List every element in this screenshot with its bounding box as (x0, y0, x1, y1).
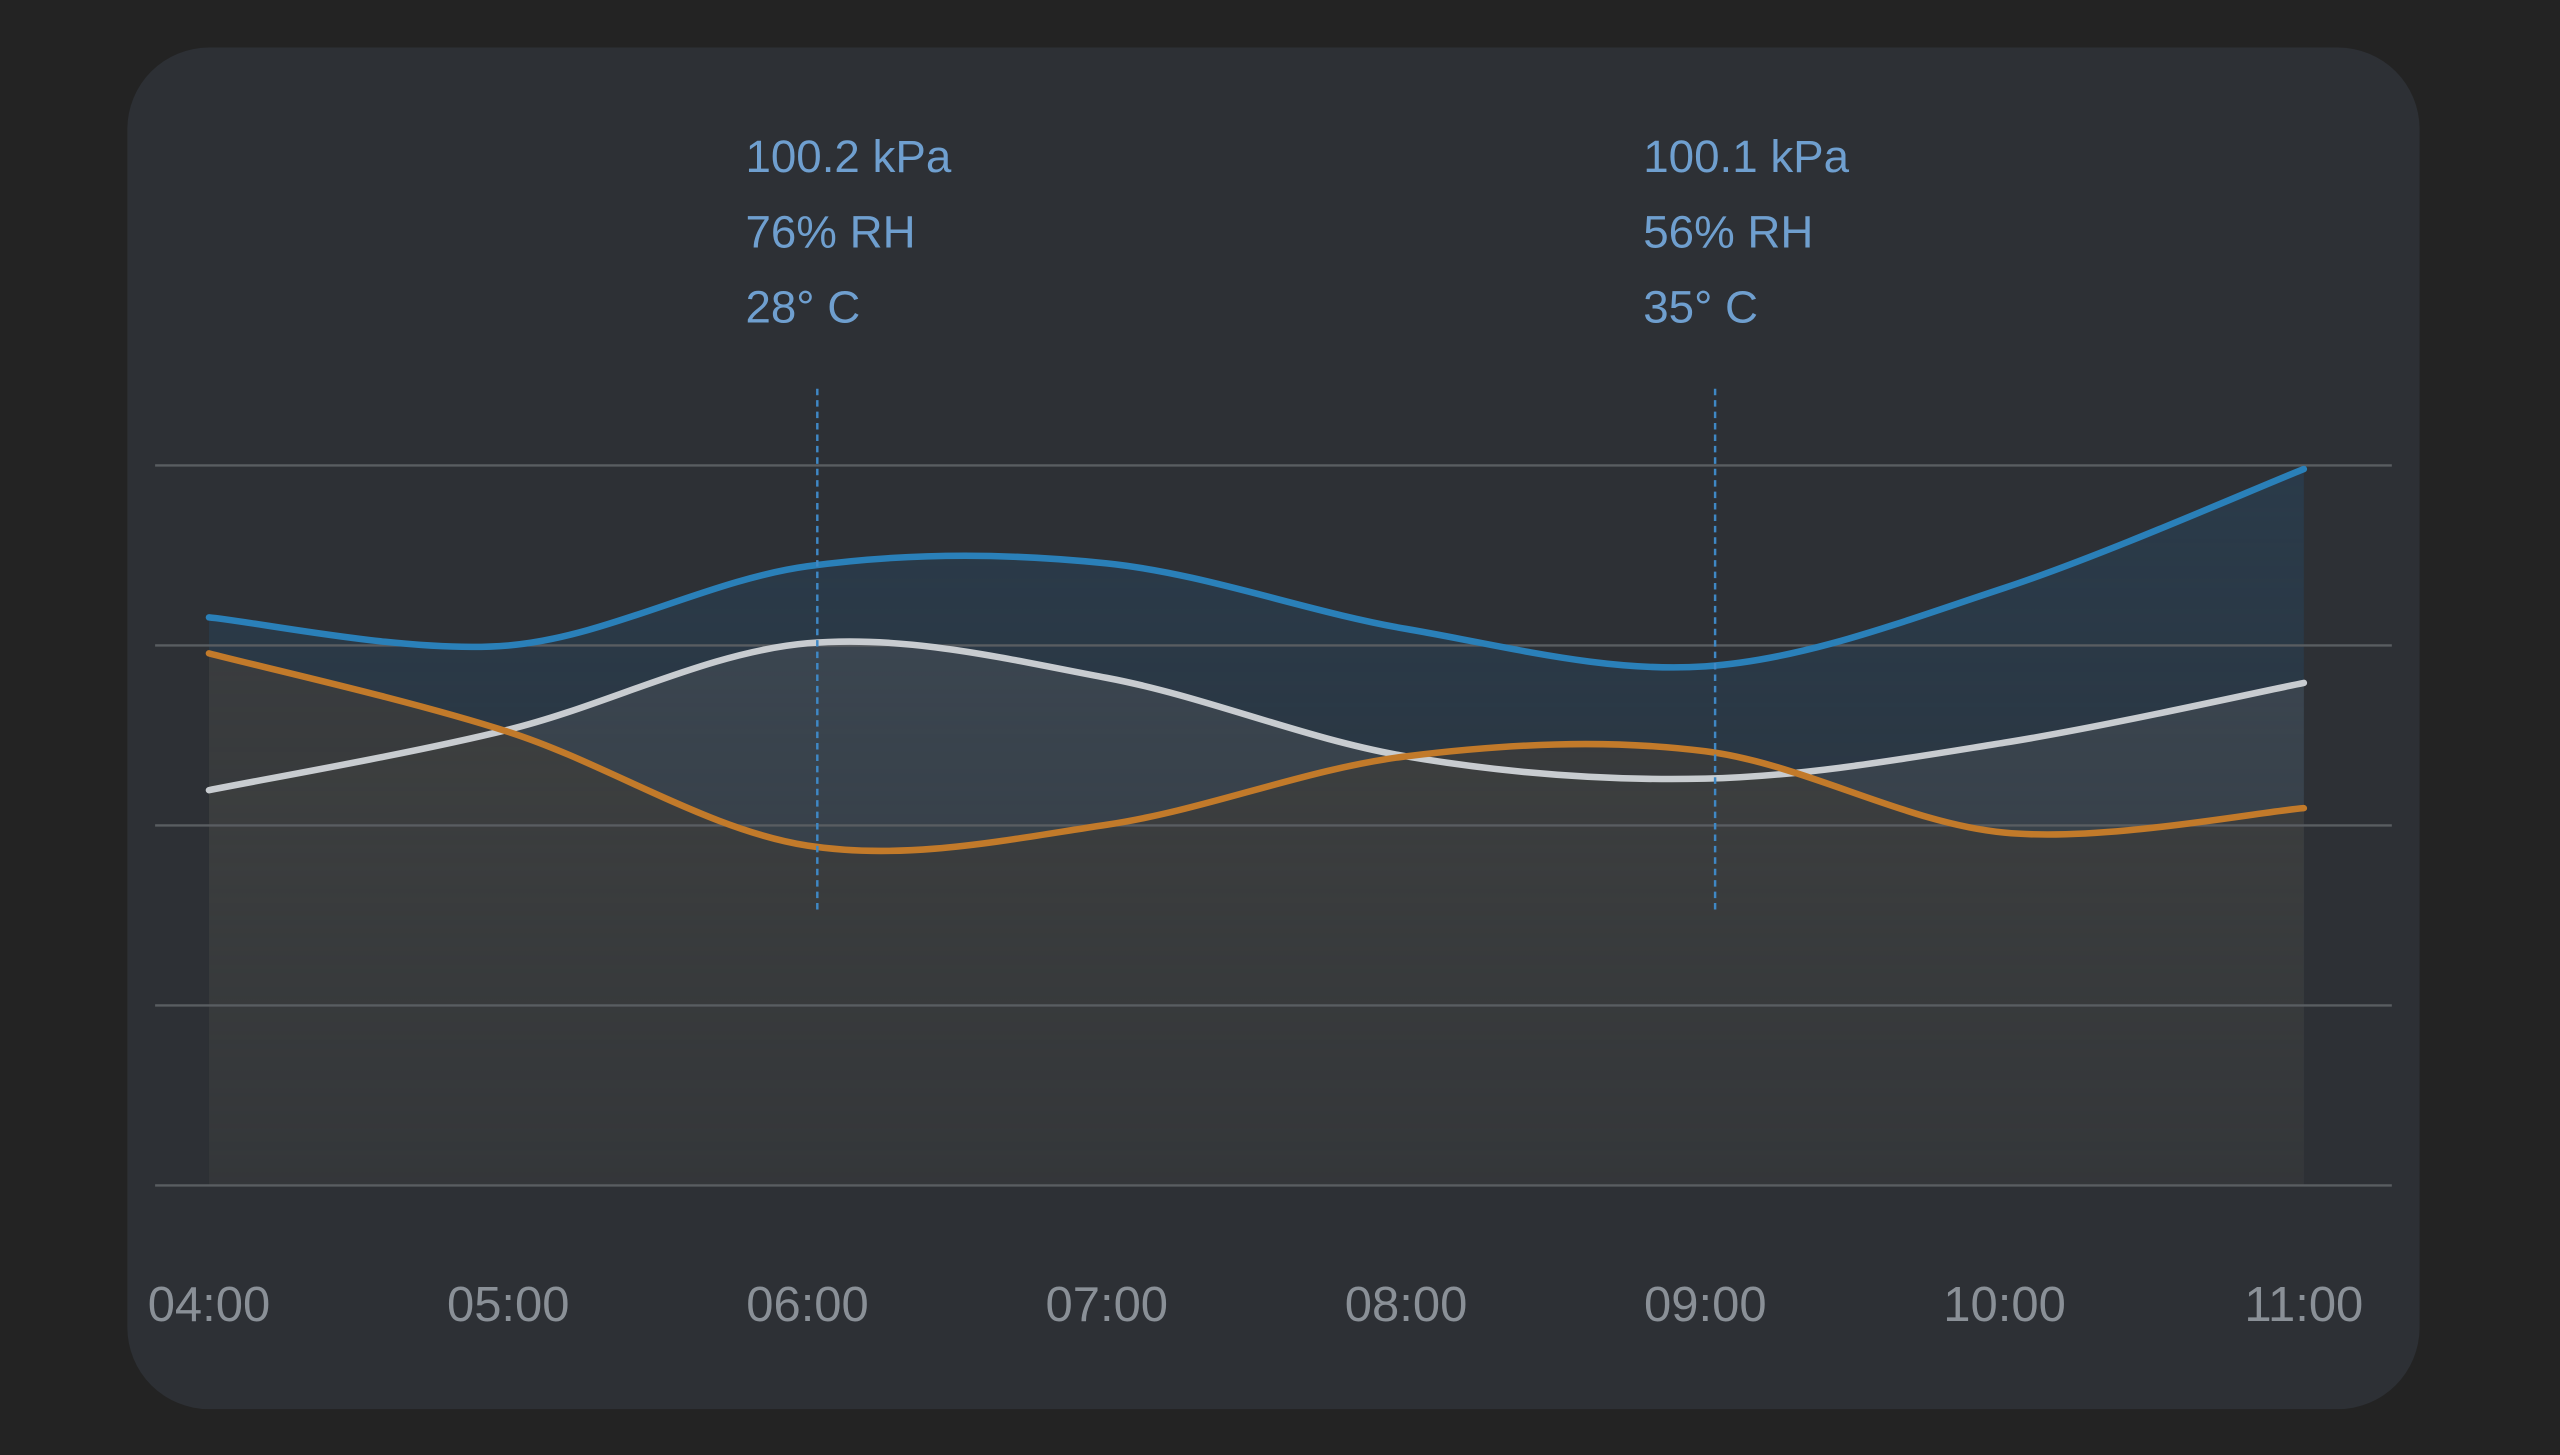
annotation-text: 35° C (1643, 281, 1758, 332)
x-tick-label: 06:00 (746, 1278, 869, 1332)
annotation-text: 28° C (745, 281, 860, 332)
x-tick-label: 10:00 (1943, 1278, 2066, 1332)
lines (205, 388, 2308, 912)
x-tick-label: 05:00 (447, 1278, 570, 1332)
x-tick-label: 09:00 (1644, 1278, 1767, 1332)
x-tick-label: 08:00 (1345, 1278, 1468, 1332)
annotation-text: 76% RH (745, 206, 915, 257)
line (205, 650, 2308, 855)
annotation-text: 100.2 kPa (745, 131, 951, 182)
x-tick-label: 04:00 (148, 1278, 271, 1332)
area (208, 653, 2304, 1186)
x-tick-label: 11:00 (2244, 1278, 2363, 1332)
line (205, 465, 2308, 671)
labels: 04:00 05:00 06:00 07:00 08:00 09:00 10:00 11:00… (148, 131, 2364, 1332)
annotation-text: 100.1 kPa (1643, 131, 1849, 182)
line (205, 638, 2308, 794)
annotation-text: 56% RH (1643, 206, 1813, 257)
x-tick-label: 07:00 (1046, 1278, 1169, 1332)
